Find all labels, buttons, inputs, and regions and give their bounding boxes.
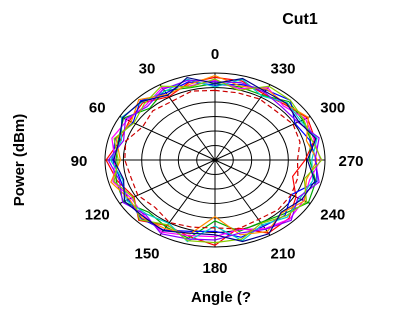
chart-title: Cut1 [282,11,318,28]
angle-tick-label: 300 [320,100,345,117]
series-line-1 [105,76,316,246]
grid-spoke [119,116,216,161]
grid-spoke [159,84,216,161]
angle-tick-label: 270 [338,153,363,170]
series-line-2 [115,82,317,239]
angle-tick-label: 120 [85,207,110,224]
angle-tick-label: 90 [71,153,88,170]
angle-tick-label: 330 [270,60,295,77]
grid-spoke [119,159,216,204]
angle-tick-label: 0 [211,46,219,63]
grid-spoke [214,159,311,204]
x-axis-label: Angle (? [191,289,251,306]
grid-spoke [214,84,271,161]
angle-tick-label: 60 [89,100,106,117]
series-line-9 [113,76,317,243]
angle-tick-label: 150 [134,246,159,263]
angle-ticks: 0 30 60 90 120 150 180 210 240 270 300 330 [71,46,364,277]
series-line-3 [112,81,318,238]
angle-tick-label: 240 [320,207,345,224]
angle-tick-label: 180 [202,260,227,277]
series-line-10 [124,89,301,230]
grid-spoke [159,159,216,236]
angle-tick-label: 210 [270,246,295,263]
series-line-5 [109,78,318,243]
series-group [105,74,323,246]
y-axis-label: Power (dBm) [11,114,28,207]
grid-spoke [214,116,311,161]
series-line-6 [110,74,318,236]
angle-tick-label: 30 [139,60,156,77]
series-line-7 [107,79,320,241]
series-line-8 [113,78,323,244]
polar-grid [104,72,326,248]
series-line-4 [111,79,322,238]
